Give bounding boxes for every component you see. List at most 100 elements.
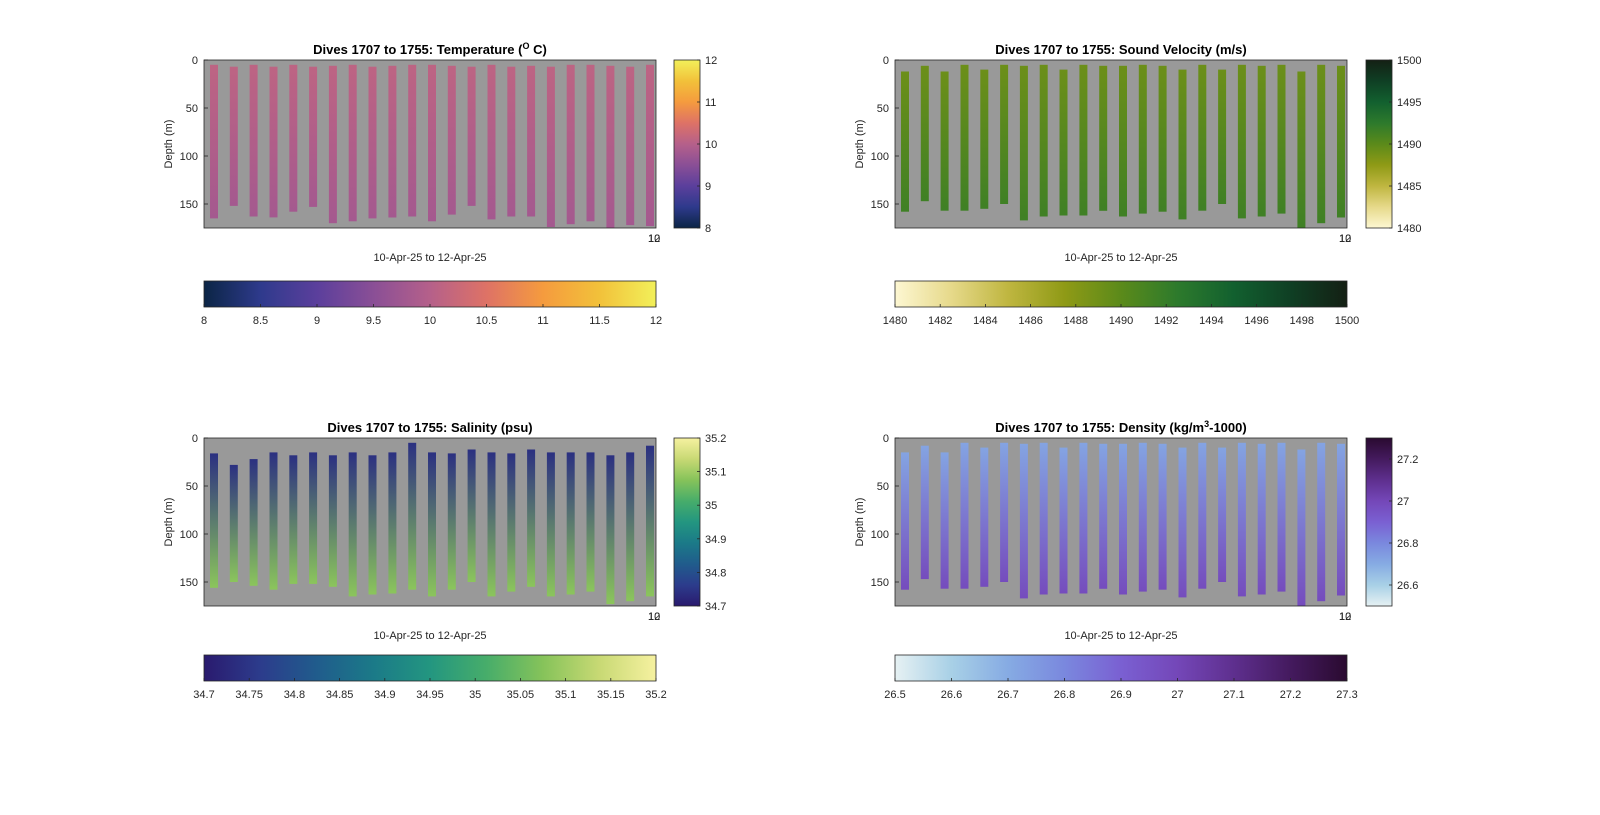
dive-profile: [626, 66, 635, 226]
x-axis-label: 10-Apr-25 to 12-Apr-25: [1064, 252, 1177, 264]
dive-profile: [467, 449, 476, 582]
side-colorbar-label: 35.1: [705, 467, 726, 479]
side-colorbar-label: 35: [705, 500, 717, 512]
x-tick-label: 12: [1339, 233, 1351, 245]
dive-profile: [646, 64, 654, 227]
dive-profile: [527, 65, 536, 217]
bottom-colorbar-label: 34.95: [416, 689, 444, 701]
bottom-colorbar-label: 10.5: [476, 315, 497, 327]
side-colorbar: [673, 59, 701, 229]
dive-profile: [309, 66, 318, 207]
side-colorbar-label: 1495: [1397, 97, 1421, 109]
bottom-colorbar-label: 1492: [1154, 315, 1178, 327]
bottom-colorbar-label: 1480: [883, 315, 907, 327]
bottom-colorbar-label: 34.85: [326, 689, 354, 701]
bottom-colorbar: [894, 280, 1348, 308]
bottom-colorbar-label: 26.8: [1054, 689, 1075, 701]
dive-profile: [940, 452, 949, 589]
dive-profile: [1158, 65, 1167, 212]
dive-profile: [1138, 64, 1147, 214]
side-colorbar-label: 1485: [1397, 181, 1421, 193]
dive-profile: [487, 452, 496, 597]
plot-frame: [894, 437, 1348, 607]
y-tick-label: 0: [883, 55, 889, 67]
dive-profile: [408, 442, 417, 590]
side-colorbar-label: 27: [1397, 496, 1409, 508]
x-tick-label: 12: [648, 233, 660, 245]
dive-profile: [1019, 65, 1028, 221]
dive-profile: [626, 452, 635, 602]
bottom-colorbar-label: 12: [650, 315, 662, 327]
bottom-colorbar-label: 9: [314, 315, 320, 327]
x-tick-label: 10: [648, 233, 660, 245]
side-colorbar-label: 34.7: [705, 601, 726, 613]
chart-title: Dives 1707 to 1755: Sound Velocity (m/s): [995, 42, 1246, 57]
dive-profile: [1257, 443, 1266, 595]
dive-profile: [1337, 65, 1345, 218]
bottom-colorbar-label: 35.05: [507, 689, 535, 701]
bottom-colorbar: [894, 654, 1348, 682]
dive-profile: [566, 64, 575, 225]
x-axis-label: 10-Apr-25 to 12-Apr-25: [1064, 630, 1177, 642]
bottom-colorbar-label: 35.15: [597, 689, 625, 701]
dive-profile: [368, 455, 377, 595]
dive-profile: [249, 459, 258, 586]
bottom-colorbar-label: 1494: [1199, 315, 1223, 327]
dive-profile: [1198, 442, 1207, 589]
dive-profile: [1218, 447, 1227, 582]
x-axis-label: 10-Apr-25 to 12-Apr-25: [373, 252, 486, 264]
bottom-colorbar-label: 26.6: [941, 689, 962, 701]
bottom-colorbar-label: 34.75: [235, 689, 263, 701]
dive-profile: [940, 71, 949, 211]
side-colorbar: [1365, 59, 1393, 229]
bottom-colorbar-label: 9.5: [366, 315, 381, 327]
y-axis-label: Depth (m): [163, 120, 175, 169]
y-tick-label: 150: [871, 577, 889, 589]
side-colorbar-label: 12: [705, 55, 717, 67]
side-colorbar-label: 1500: [1397, 55, 1421, 67]
dive-profile: [1237, 442, 1246, 597]
dive-profile: [1079, 64, 1088, 216]
chart-title: Dives 1707 to 1755: Density (kg/m3-1000): [995, 419, 1246, 435]
bottom-colorbar-label: 27.3: [1336, 689, 1357, 701]
dive-profile: [229, 66, 238, 206]
side-colorbar-label: 26.6: [1397, 580, 1418, 592]
dive-profile: [1178, 447, 1187, 598]
dive-profile: [1039, 442, 1048, 595]
side-colorbar-label: 10: [705, 139, 717, 151]
dive-profile: [269, 452, 278, 590]
y-tick-label: 100: [871, 151, 889, 163]
bottom-colorbar-label: 27.1: [1223, 689, 1244, 701]
dive-profile: [606, 65, 615, 228]
bottom-colorbar-label: 34.8: [284, 689, 305, 701]
plot-frame: [894, 59, 1348, 229]
dive-profile: [210, 453, 218, 588]
dive-profile: [901, 71, 909, 212]
side-colorbar-label: 1490: [1397, 139, 1421, 151]
side-colorbar-label: 34.8: [705, 567, 726, 579]
dive-profile: [586, 452, 595, 592]
dive-profile: [428, 452, 436, 597]
dive-profile: [1337, 443, 1345, 596]
dive-profile: [249, 64, 258, 217]
dive-profile: [1277, 442, 1286, 592]
bottom-colorbar-label: 1486: [1018, 315, 1042, 327]
dive-profile: [546, 452, 555, 597]
side-colorbar-label: 34.9: [705, 534, 726, 546]
side-colorbar-label: 1480: [1397, 223, 1421, 235]
dive-profile: [388, 65, 397, 218]
dive-profile: [487, 64, 496, 220]
bottom-colorbar-label: 26.9: [1110, 689, 1131, 701]
y-tick-label: 50: [186, 103, 198, 115]
dive-profile: [960, 64, 969, 211]
dive-profile: [1218, 69, 1227, 204]
y-tick-label: 50: [877, 103, 889, 115]
dive-profile: [1099, 443, 1108, 589]
dive-profile: [507, 66, 516, 217]
bottom-colorbar-label: 11.5: [589, 315, 610, 327]
